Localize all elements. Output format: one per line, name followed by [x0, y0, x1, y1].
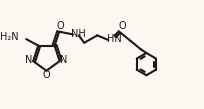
Text: O: O — [119, 21, 126, 31]
Text: O: O — [43, 70, 50, 80]
Text: NH: NH — [71, 29, 86, 38]
Text: N: N — [25, 55, 33, 65]
Text: N: N — [60, 55, 68, 65]
Text: HN: HN — [108, 34, 122, 44]
Text: O: O — [56, 21, 64, 31]
Text: H₂N: H₂N — [0, 32, 19, 42]
